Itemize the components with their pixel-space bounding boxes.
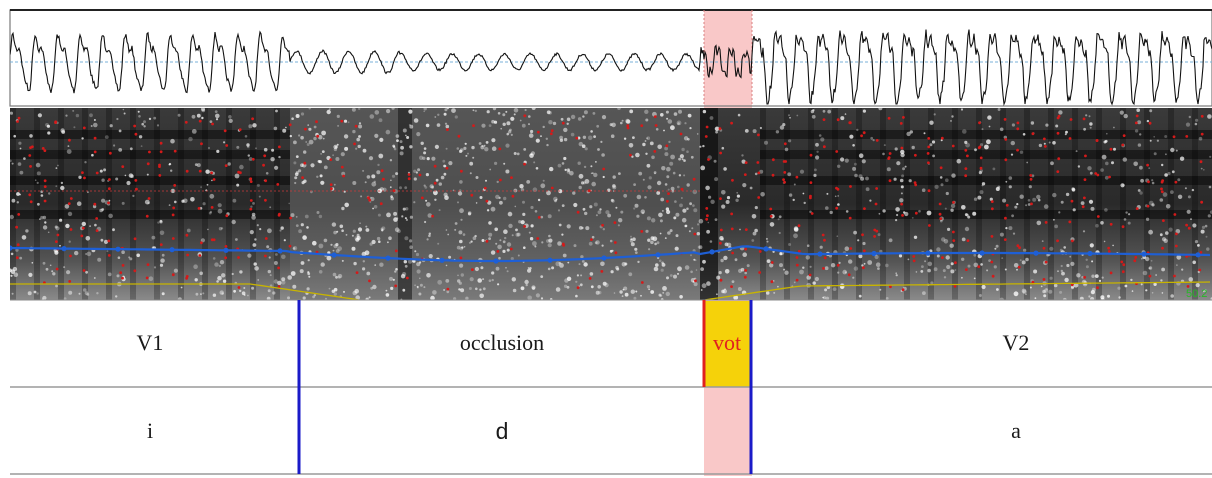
- pitch-value-readout: 50.2: [1186, 288, 1208, 300]
- tier2-interval-a[interactable]: a: [1011, 418, 1021, 443]
- vot-interval-fill[interactable]: [704, 301, 750, 387]
- tier1-interval-v1[interactable]: V1: [136, 330, 164, 355]
- waveform-panel[interactable]: [9, 9, 1212, 107]
- waveform-trace: [10, 29, 1212, 106]
- tier1-interval-occlusion[interactable]: occlusion: [459, 330, 545, 355]
- tier2-interval-d[interactable]: d: [495, 418, 509, 444]
- textgrid-tiers[interactable]: [10, 300, 1212, 475]
- formant-dots: [15, 114, 1204, 292]
- intensity-track: [10, 281, 1211, 300]
- tier1-interval-v2[interactable]: V2: [1002, 330, 1030, 355]
- pitch-track: [10, 245, 1211, 263]
- tier2-interval-i[interactable]: i: [146, 418, 154, 443]
- tier1-interval-vot[interactable]: vot: [712, 330, 742, 355]
- spectrogram-panel[interactable]: [7, 106, 1212, 302]
